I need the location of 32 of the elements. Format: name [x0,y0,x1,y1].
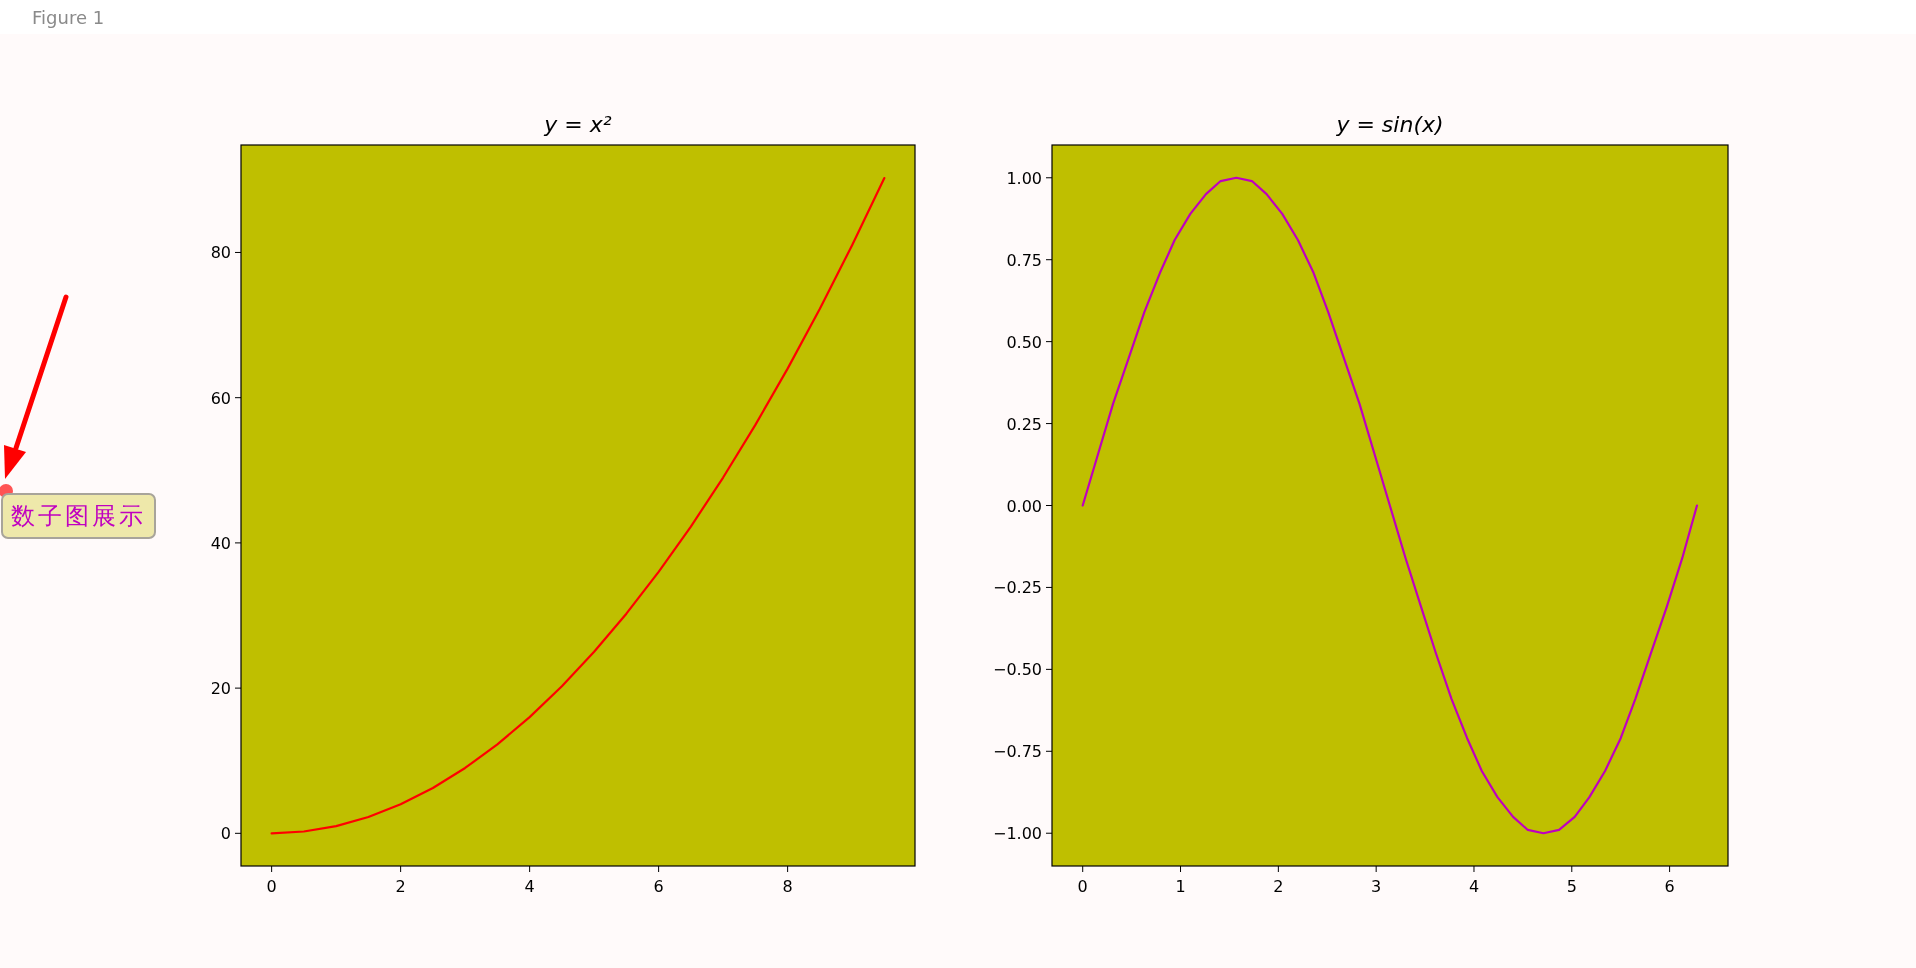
chart-title: y = x² [543,112,612,137]
y-tick-label: −0.75 [992,742,1042,762]
line-series [270,176,886,835]
y-tick-label: −0.25 [992,578,1042,598]
y-tick-label: 60 [210,388,231,408]
x-tick-label: 4 [1468,877,1480,896]
chart-title: y = sin(x) [1335,112,1444,137]
x-tick-label: 1 [1175,877,1186,896]
y-tick-label: 40 [210,533,231,553]
y-tick-label: 0.75 [1006,250,1042,270]
line-series [1081,176,1699,835]
y-tick-label: 80 [210,243,231,263]
y-tick-label: 0.00 [1006,496,1042,516]
x-tick-label: 4 [524,877,535,896]
x-tick-label: 6 [653,877,664,896]
caption: Figure 1 [32,7,105,28]
y-tick-label: 0.50 [1006,332,1042,352]
x-tick-label: 0 [1077,877,1088,896]
y-tick-label: 0.25 [1006,414,1042,434]
x-tick-label: 8 [782,877,793,896]
x-tick-label: 2 [395,877,406,896]
y-tick-label: −0.50 [992,660,1042,680]
x-tick-label: 5 [1566,877,1577,896]
y-tick-label: 1.00 [1006,168,1042,188]
x-tick-label: 6 [1664,877,1675,896]
x-tick-label: 0 [266,877,277,896]
x-tick-label: 2 [1273,877,1284,896]
y-tick-label: 0 [220,824,231,844]
x-tick-label: 3 [1371,877,1382,896]
text: 数子图展示 [10,502,146,530]
y-tick-label: 20 [210,679,231,699]
y-tick-label: −1.00 [992,824,1042,844]
